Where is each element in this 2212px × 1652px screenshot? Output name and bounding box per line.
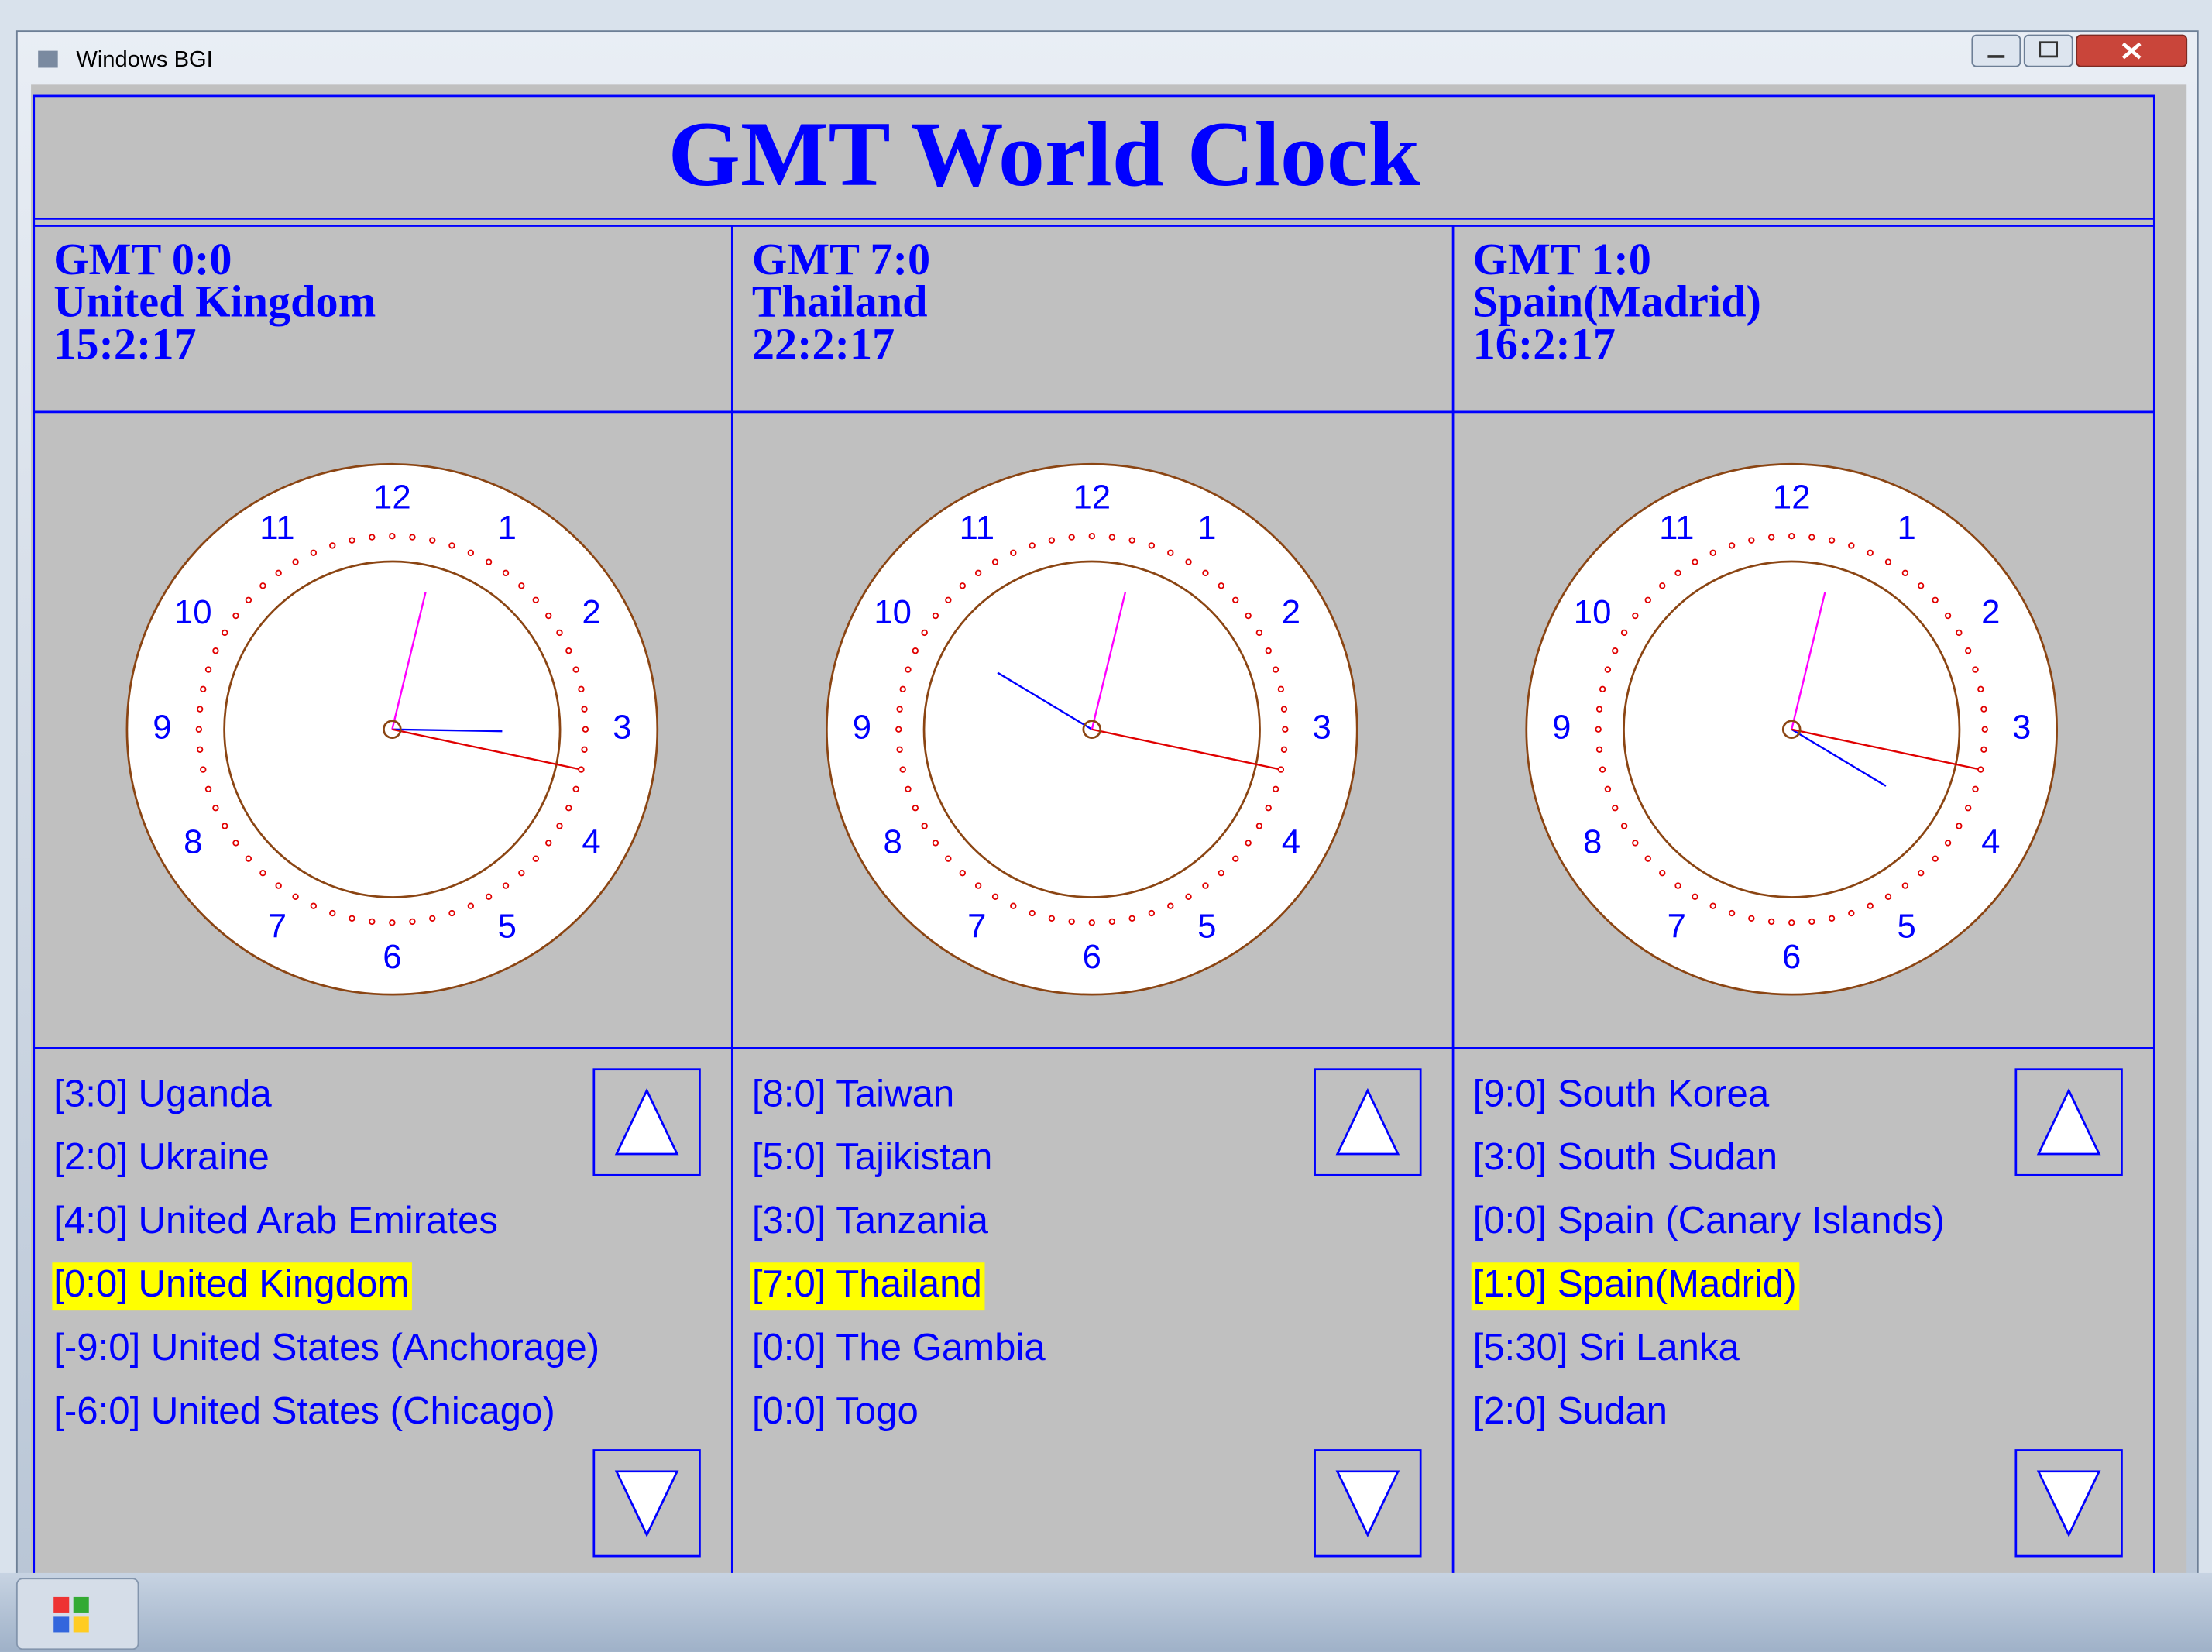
dial-number: 3 [613,708,631,746]
header-time: 16:2:17 [1473,318,1616,369]
app-title: GMT World Clock [668,103,1420,206]
window-title: Windows BGI [76,47,212,72]
taskbar [0,1573,2212,1652]
window-icon [38,51,58,68]
dial-number: 4 [582,823,600,861]
dial-number: 10 [874,593,912,631]
dial-number: 11 [1659,509,1694,547]
list-item[interactable]: [5:0] Tajikistan [752,1135,993,1178]
dial-number: 8 [1583,823,1602,861]
list-item[interactable]: [4:0] United Arab Emirates [53,1199,498,1242]
dial-number: 12 [1773,478,1811,516]
dial-number: 4 [1981,823,2000,861]
list-item[interactable]: [8:0] Taiwan [752,1072,954,1114]
list-item[interactable]: [-6:0] United States (Chicago) [53,1389,555,1432]
dial-number: 5 [498,907,517,945]
dial-number: 2 [1282,593,1300,631]
dial-number: 7 [1668,907,1686,945]
list-item[interactable]: [3:0] Tanzania [752,1199,989,1242]
start-logo [53,1616,69,1632]
dial-number: 4 [1282,823,1300,861]
dial-number: 1 [1898,509,1916,547]
maximize-button[interactable] [2025,36,2073,67]
minimize-button[interactable] [1972,36,2020,67]
dial-number: 10 [1574,593,1612,631]
list-item[interactable]: [0:0] The Gambia [752,1326,1046,1369]
list-item[interactable]: [0:0] United Kingdom [53,1262,409,1305]
header-time: 15:2:17 [53,318,196,369]
dial-number: 9 [853,708,871,746]
list-item[interactable]: [0:0] Spain (Canary Islands) [1473,1199,1945,1242]
dial-number: 1 [498,509,517,547]
list-item[interactable]: [7:0] Thailand [752,1262,982,1305]
dial-number: 5 [1898,907,1916,945]
dial-number: 2 [1981,593,2000,631]
dial-number: 6 [1083,938,1101,976]
dial-number: 6 [383,938,401,976]
list-item[interactable]: [5:30] Sri Lanka [1473,1326,1740,1369]
dial-number: 8 [184,823,202,861]
dial-number: 5 [1197,907,1216,945]
header-time: 22:2:17 [752,318,895,369]
list-item[interactable]: [3:0] South Sudan [1473,1135,1778,1178]
dial-number: 12 [373,478,411,516]
dial-number: 11 [259,509,294,547]
dial-number: 10 [174,593,212,631]
dial-number: 8 [884,823,902,861]
list-item[interactable]: [1:0] Spain(Madrid) [1473,1262,1797,1305]
dial-number: 1 [1197,509,1216,547]
list-item[interactable]: [2:0] Ukraine [53,1135,270,1178]
list-item[interactable]: [0:0] Togo [752,1389,919,1432]
start-button[interactable] [17,1578,139,1649]
list-item[interactable]: [3:0] Uganda [53,1072,272,1114]
dial-number: 2 [582,593,600,631]
start-logo [74,1597,89,1613]
page: NOXPW Windows BGI GMT World Clock GMT 0:… [0,0,2212,1652]
screen: NOXPW Windows BGI GMT World Clock GMT 0:… [0,0,2212,1652]
dial-number: 9 [1552,708,1571,746]
dial-number: 9 [153,708,171,746]
list-item[interactable]: [2:0] Sudan [1473,1389,1668,1432]
list-item[interactable]: [-9:0] United States (Anchorage) [53,1326,599,1369]
dial-number: 12 [1073,478,1111,516]
list-item[interactable]: [9:0] South Korea [1473,1072,1770,1114]
dial-number: 11 [960,509,994,547]
dial-number: 7 [268,907,287,945]
start-logo [53,1597,69,1613]
dial-number: 3 [1313,708,1331,746]
dial-number: 3 [2012,708,2031,746]
dial-number: 6 [1782,938,1801,976]
dial-number: 7 [967,907,986,945]
start-logo [74,1616,89,1632]
